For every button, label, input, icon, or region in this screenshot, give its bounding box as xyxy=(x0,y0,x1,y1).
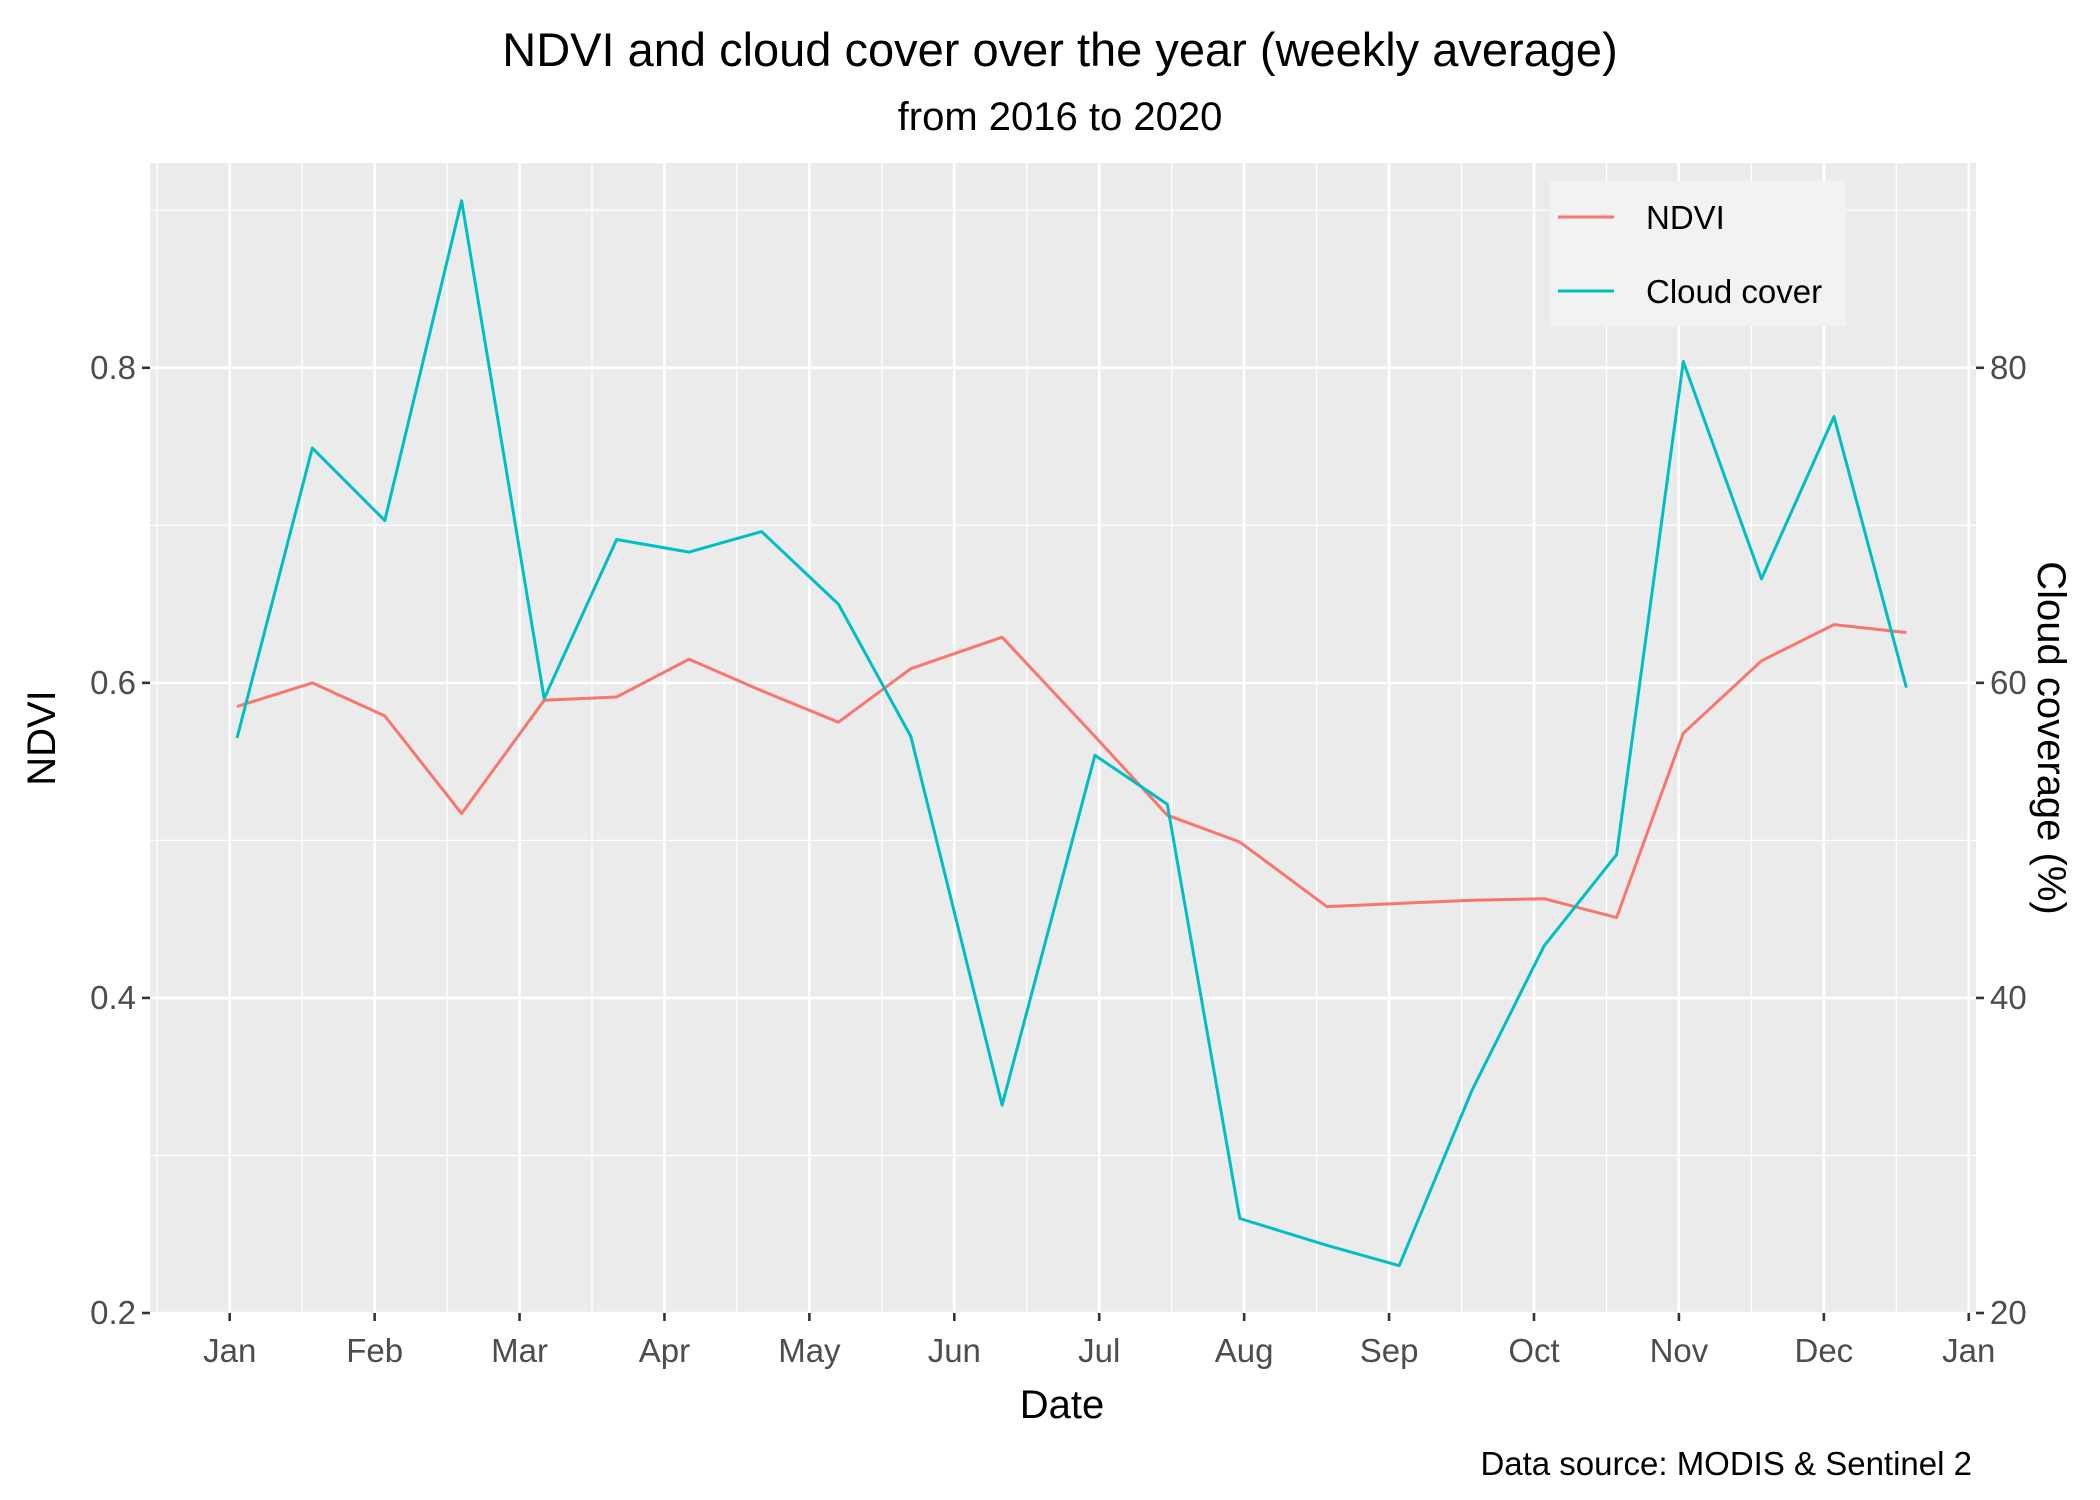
y-axis-title: NDVI xyxy=(20,690,64,786)
x-tick-label: Nov xyxy=(1650,1332,1709,1369)
left-y-axis: 0.2 0.4 0.6 0.8 xyxy=(90,349,150,1331)
x-axis: Jan Feb Mar Apr May Jun Jul Aug Sep Oct Nov Dec Jan xyxy=(203,1313,1995,1369)
x-tick-label: Jul xyxy=(1078,1332,1120,1369)
y-tick-label: 0.8 xyxy=(90,349,136,386)
chart-subtitle: from 2016 to 2020 xyxy=(898,95,1223,139)
y2-tick-label: 60 xyxy=(1990,664,2027,701)
y2-tick-label: 80 xyxy=(1990,349,2027,386)
caption: Data source: MODIS & Sentinel 2 xyxy=(1480,1445,1972,1482)
x-tick-label: Jun xyxy=(928,1332,981,1369)
legend-background xyxy=(1550,181,1846,326)
x-tick-label: Sep xyxy=(1360,1332,1419,1369)
x-tick-label: Apr xyxy=(639,1332,690,1369)
y-tick-label: 0.2 xyxy=(90,1294,136,1331)
minor-gridlines xyxy=(150,163,1976,1313)
x-tick-label: Feb xyxy=(346,1332,403,1369)
series-layer xyxy=(235,199,1908,1268)
y-tick-label: 0.4 xyxy=(90,979,136,1016)
chart-title: NDVI and cloud cover over the year (week… xyxy=(502,23,1617,76)
x-tick-label: Dec xyxy=(1794,1332,1853,1369)
x-tick-label: Jan xyxy=(203,1332,256,1369)
major-gridlines xyxy=(150,163,1976,1315)
series-line-ndvi xyxy=(236,623,1907,920)
y-tick-label: 0.6 xyxy=(90,664,136,701)
y2-axis-title: Cloud coverage (%) xyxy=(2029,561,2073,915)
plot-panel xyxy=(150,163,1976,1313)
y2-tick-label: 40 xyxy=(1990,979,2027,1016)
legend: NDVI Cloud cover xyxy=(1550,181,1846,326)
x-axis-title: Date xyxy=(1020,1383,1105,1427)
legend-label-cloud-cover: Cloud cover xyxy=(1646,273,1822,310)
right-y-axis: 20 40 60 80 xyxy=(1976,349,2027,1331)
y2-tick-label: 20 xyxy=(1990,1294,2027,1331)
x-tick-label: May xyxy=(778,1332,841,1369)
x-tick-label: Oct xyxy=(1508,1332,1559,1369)
x-tick-label: Mar xyxy=(491,1332,548,1369)
legend-label-ndvi: NDVI xyxy=(1646,199,1725,236)
x-tick-label: Aug xyxy=(1215,1332,1274,1369)
x-tick-label: Jan xyxy=(1942,1332,1995,1369)
series-line-cloud-cover xyxy=(235,199,1908,1268)
